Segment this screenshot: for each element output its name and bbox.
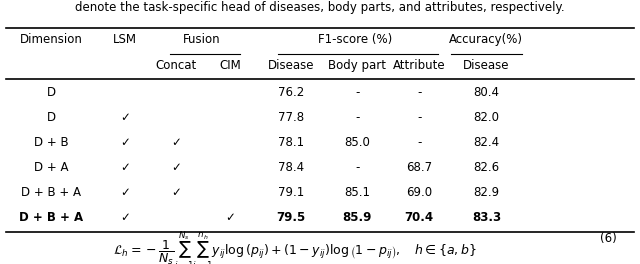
Text: -: - <box>417 86 421 99</box>
Text: 77.8: 77.8 <box>278 111 304 124</box>
Text: ✓: ✓ <box>120 111 130 124</box>
Text: D + B + A: D + B + A <box>19 211 83 224</box>
Text: Body part: Body part <box>328 59 386 72</box>
Text: 70.4: 70.4 <box>404 211 434 224</box>
Text: $\mathcal{L}_h = -\dfrac{1}{N_s}\sum_{i=1}^{N_s}\sum_{j=1}^{n_h} y_{ij}\log\left: $\mathcal{L}_h = -\dfrac{1}{N_s}\sum_{i=… <box>113 230 476 264</box>
Text: ✓: ✓ <box>120 161 130 174</box>
Text: 69.0: 69.0 <box>406 186 432 199</box>
Text: D + A: D + A <box>34 161 68 174</box>
Text: ✓: ✓ <box>120 186 130 199</box>
Text: 68.7: 68.7 <box>406 161 432 174</box>
Text: 85.0: 85.0 <box>344 136 370 149</box>
Text: -: - <box>417 111 421 124</box>
Text: 82.0: 82.0 <box>474 111 499 124</box>
Text: Fusion: Fusion <box>183 33 220 46</box>
Text: denote the task-specific head of diseases, body parts, and attributes, respectiv: denote the task-specific head of disease… <box>75 1 565 14</box>
Text: D + B: D + B <box>34 136 68 149</box>
Text: ✓: ✓ <box>120 211 130 224</box>
Text: 76.2: 76.2 <box>278 86 305 99</box>
Text: ✓: ✓ <box>171 186 181 199</box>
Text: Accuracy(%): Accuracy(%) <box>449 33 524 46</box>
Text: D: D <box>47 111 56 124</box>
Text: -: - <box>355 161 359 174</box>
Text: 78.1: 78.1 <box>278 136 304 149</box>
Text: CIM: CIM <box>220 59 241 72</box>
Text: 82.4: 82.4 <box>474 136 499 149</box>
Text: 82.9: 82.9 <box>474 186 499 199</box>
Text: Disease: Disease <box>463 59 509 72</box>
Text: ✓: ✓ <box>171 136 181 149</box>
Text: Dimension: Dimension <box>20 33 83 46</box>
Text: D + B + A: D + B + A <box>21 186 81 199</box>
Text: -: - <box>355 111 359 124</box>
Text: 80.4: 80.4 <box>474 86 499 99</box>
Text: LSM: LSM <box>113 33 137 46</box>
Text: 79.5: 79.5 <box>276 211 306 224</box>
Text: D: D <box>47 86 56 99</box>
Text: ✓: ✓ <box>120 136 130 149</box>
Text: ✓: ✓ <box>225 211 236 224</box>
Text: -: - <box>355 86 359 99</box>
Text: 78.4: 78.4 <box>278 161 304 174</box>
Text: F1-score (%): F1-score (%) <box>318 33 392 46</box>
Text: ✓: ✓ <box>171 161 181 174</box>
Text: 83.3: 83.3 <box>472 211 501 224</box>
Text: Attribute: Attribute <box>393 59 445 72</box>
Text: 82.6: 82.6 <box>474 161 499 174</box>
Text: 85.9: 85.9 <box>342 211 372 224</box>
Text: 85.1: 85.1 <box>344 186 370 199</box>
Text: Disease: Disease <box>268 59 314 72</box>
Text: 79.1: 79.1 <box>278 186 305 199</box>
Text: (6): (6) <box>600 232 616 245</box>
Text: -: - <box>417 136 421 149</box>
Text: Concat: Concat <box>156 59 196 72</box>
